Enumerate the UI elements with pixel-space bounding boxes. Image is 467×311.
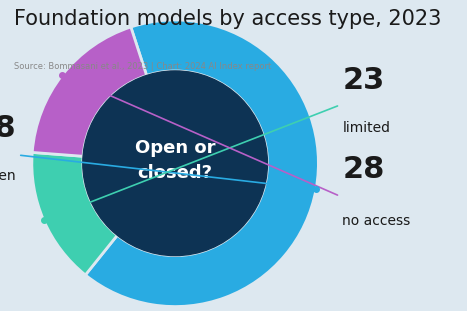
- Text: 23: 23: [342, 66, 384, 95]
- Text: no access: no access: [342, 214, 410, 228]
- Text: open: open: [0, 169, 16, 183]
- Text: Open or
closed?: Open or closed?: [135, 139, 215, 182]
- Wedge shape: [85, 20, 318, 307]
- Wedge shape: [32, 152, 117, 275]
- Text: 98: 98: [0, 114, 16, 143]
- Text: 28: 28: [342, 155, 385, 184]
- Text: Source: Bommasani et al., 2023 | Chart: 2024 AI Index report: Source: Bommasani et al., 2023 | Chart: …: [14, 62, 271, 71]
- Text: Foundation models by access type, 2023: Foundation models by access type, 2023: [14, 9, 441, 29]
- Wedge shape: [32, 27, 147, 156]
- Circle shape: [83, 71, 268, 256]
- Text: limited: limited: [342, 121, 390, 135]
